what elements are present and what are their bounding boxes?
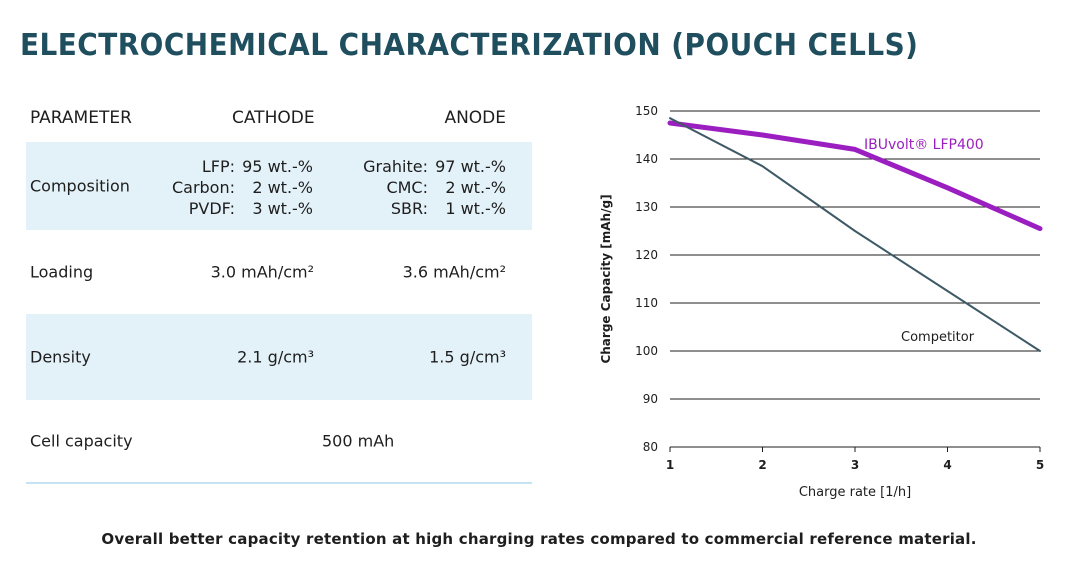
x-tick-label: 2	[758, 458, 766, 472]
y-tick-label: 140	[635, 152, 658, 166]
row-cell-capacity: Cell capacity 500 mAh	[26, 400, 532, 482]
cathode-component: LFP: 95 wt.-%	[201, 157, 313, 176]
row-composition: Composition LFP: 95 wt.-% Carbon: 2 wt.-% …	[26, 142, 532, 230]
y-axis-label: Charge Capacity [mAh/g]	[599, 194, 613, 363]
series-label-ibuvolt: IBUvolt® LFP400	[864, 137, 984, 153]
header-parameter: PARAMETER	[30, 108, 132, 128]
table-header: PARAMETER CATHODE ANODE	[26, 98, 532, 142]
row-density: Density 2.1 g/cm³ 1.5 g/cm³	[26, 314, 532, 400]
page-title: ELECTROCHEMICAL CHARACTERIZATION (POUCH …	[20, 28, 919, 63]
y-tick-label: 130	[635, 200, 658, 214]
cell-capacity-label: Cell capacity	[30, 431, 133, 451]
x-axis-label: Charge rate [1/h]	[799, 485, 911, 500]
anode-component: Grahite: 97 wt.-%	[363, 157, 506, 176]
y-tick-label: 90	[643, 392, 658, 406]
y-tick-label: 80	[643, 440, 658, 454]
anode-component: SBR: 1 wt.-%	[390, 199, 506, 218]
cathode-composition: LFP: 95 wt.-% Carbon: 2 wt.-% PVDF: 3 wt.-%	[169, 156, 313, 219]
y-tick-label: 150	[635, 104, 658, 118]
cathode-component: PVDF: 3 wt.-%	[188, 199, 313, 218]
cell-capacity-value: 500 mAh	[322, 431, 395, 451]
parameter-table: PARAMETER CATHODE ANODE Composition LFP:…	[26, 98, 532, 484]
header-cathode: CATHODE	[232, 108, 315, 128]
density-cathode: 2.1 g/cm³	[237, 347, 314, 367]
y-tick-label: 100	[635, 344, 658, 358]
y-tick-label: 110	[635, 296, 658, 310]
table-bottom-border	[26, 482, 532, 484]
x-tick-label: 3	[851, 458, 859, 472]
x-tick-label: 5	[1036, 458, 1044, 472]
anode-component: CMC: 2 wt.-%	[386, 178, 506, 197]
density-anode: 1.5 g/cm³	[429, 347, 506, 367]
footer-note: Overall better capacity retention at hig…	[101, 530, 977, 548]
composition-label: Composition	[30, 176, 130, 196]
anode-composition: Grahite: 97 wt.-% CMC: 2 wt.-% SBR: 1 wt.-%	[362, 156, 506, 219]
series-label-competitor: Competitor	[901, 330, 975, 345]
x-tick-label: 4	[943, 458, 951, 472]
x-tick-label: 1	[666, 458, 674, 472]
cathode-component: Carbon: 2 wt.-%	[171, 178, 313, 197]
density-label: Density	[30, 347, 91, 367]
row-loading: Loading 3.0 mAh/cm² 3.6 mAh/cm²	[26, 230, 532, 314]
loading-label: Loading	[30, 262, 94, 282]
series-line-ibuvolt	[667, 120, 1043, 232]
header-anode: ANODE	[444, 108, 506, 128]
loading-cathode: 3.0 mAh/cm²	[210, 262, 314, 282]
capacity-line-chart: 80 90 100 110 120 130 140 150 1 2 3 4 5 Charge rate […	[599, 104, 1044, 500]
loading-anode: 3.6 mAh/cm²	[402, 262, 506, 282]
y-tick-label: 120	[635, 248, 658, 262]
series-line-competitor	[669, 117, 1041, 352]
